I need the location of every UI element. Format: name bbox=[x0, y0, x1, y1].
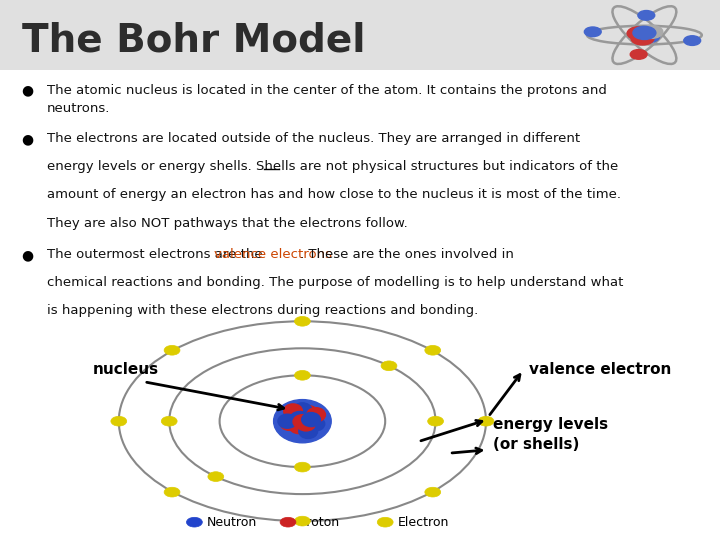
Text: energy levels
(or shells): energy levels (or shells) bbox=[493, 417, 608, 452]
Circle shape bbox=[302, 413, 320, 427]
Circle shape bbox=[636, 30, 660, 43]
Circle shape bbox=[631, 32, 654, 45]
Circle shape bbox=[290, 411, 309, 426]
Text: Neutron: Neutron bbox=[207, 516, 257, 529]
Circle shape bbox=[284, 409, 302, 423]
Circle shape bbox=[627, 27, 650, 40]
Text: energy levels or energy shells. Shells are not physical structures but indicator: energy levels or energy shells. Shells a… bbox=[47, 160, 618, 173]
Ellipse shape bbox=[186, 517, 202, 527]
Text: The outermost electrons are the: The outermost electrons are the bbox=[47, 248, 266, 261]
Circle shape bbox=[630, 50, 647, 59]
Circle shape bbox=[633, 26, 656, 39]
Text: chemical reactions and bonding. The purpose of modelling is to help understand w: chemical reactions and bonding. The purp… bbox=[47, 276, 624, 289]
Ellipse shape bbox=[425, 487, 441, 497]
Ellipse shape bbox=[428, 416, 444, 426]
Ellipse shape bbox=[280, 517, 296, 527]
Ellipse shape bbox=[111, 416, 127, 426]
Text: Electron: Electron bbox=[397, 516, 449, 529]
Circle shape bbox=[293, 415, 312, 429]
Text: The Bohr Model: The Bohr Model bbox=[22, 22, 365, 59]
Circle shape bbox=[640, 25, 663, 38]
Ellipse shape bbox=[377, 517, 393, 527]
Circle shape bbox=[280, 416, 299, 430]
Circle shape bbox=[299, 406, 318, 420]
Text: valence electrons: valence electrons bbox=[214, 248, 332, 261]
Circle shape bbox=[306, 417, 325, 431]
Text: amount of energy an electron has and how close to the nucleus it is most of the : amount of energy an electron has and how… bbox=[47, 188, 621, 201]
Text: valence electron: valence electron bbox=[529, 362, 672, 377]
Circle shape bbox=[284, 404, 302, 418]
Text: ●: ● bbox=[22, 248, 34, 262]
Circle shape bbox=[297, 417, 315, 431]
FancyBboxPatch shape bbox=[0, 70, 720, 540]
Circle shape bbox=[585, 27, 601, 37]
Text: The electrons are located outside of the nucleus. They are arranged in different: The electrons are located outside of the… bbox=[47, 132, 580, 145]
Circle shape bbox=[684, 36, 701, 45]
Text: The atomic nucleus is located in the center of the atom. It contains the protons: The atomic nucleus is located in the cen… bbox=[47, 84, 607, 115]
Ellipse shape bbox=[425, 346, 441, 355]
Text: ●: ● bbox=[22, 84, 34, 98]
Circle shape bbox=[638, 11, 654, 20]
Ellipse shape bbox=[381, 361, 397, 370]
Text: nucleus: nucleus bbox=[93, 362, 159, 377]
Text: ●: ● bbox=[22, 132, 34, 146]
Text: They are also NOT pathways that the electrons follow.: They are also NOT pathways that the elec… bbox=[47, 217, 408, 230]
Ellipse shape bbox=[294, 316, 310, 326]
Circle shape bbox=[289, 420, 308, 434]
Circle shape bbox=[299, 424, 318, 438]
Ellipse shape bbox=[161, 416, 177, 426]
Circle shape bbox=[307, 408, 325, 422]
FancyBboxPatch shape bbox=[0, 0, 720, 70]
Ellipse shape bbox=[164, 346, 180, 355]
Circle shape bbox=[293, 403, 312, 417]
Ellipse shape bbox=[478, 416, 494, 426]
Ellipse shape bbox=[294, 370, 310, 380]
Ellipse shape bbox=[294, 516, 310, 526]
Ellipse shape bbox=[294, 462, 310, 472]
Circle shape bbox=[274, 400, 331, 443]
Circle shape bbox=[278, 414, 297, 428]
Text: is happening with these electrons during reactions and bonding.: is happening with these electrons during… bbox=[47, 304, 478, 317]
Ellipse shape bbox=[164, 487, 180, 497]
Text: . These are the ones involved in: . These are the ones involved in bbox=[300, 248, 514, 261]
Text: Proton: Proton bbox=[300, 516, 341, 529]
Ellipse shape bbox=[208, 472, 224, 482]
